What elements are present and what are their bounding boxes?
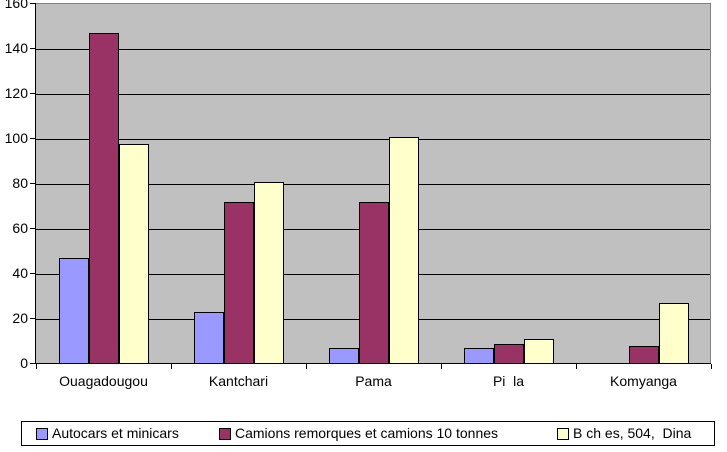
legend-item: Camions remorques et camions 10 tonnes xyxy=(219,422,498,445)
bar xyxy=(493,343,524,364)
y-tick-label: 20 xyxy=(12,310,28,326)
y-tick-label: 0 xyxy=(20,355,28,371)
bar xyxy=(523,339,554,364)
y-tick xyxy=(30,138,36,139)
gridline xyxy=(36,139,710,140)
y-tick-label: 120 xyxy=(4,85,28,101)
bar xyxy=(388,136,419,364)
bar xyxy=(658,303,689,364)
category-label: Kantchari xyxy=(208,373,269,389)
y-tick xyxy=(30,318,36,319)
plot-area xyxy=(36,3,711,364)
x-tick xyxy=(171,364,172,369)
x-axis-line xyxy=(35,363,711,364)
bar xyxy=(253,181,284,364)
legend-label: Autocars et minicars xyxy=(52,425,179,441)
legend-label: B ch es, 504, Dina xyxy=(573,425,692,441)
x-tick xyxy=(711,364,712,369)
y-tick-label: 40 xyxy=(12,265,28,281)
bar xyxy=(628,346,659,364)
legend-label: Camions remorques et camions 10 tonnes xyxy=(235,425,499,441)
legend-swatch xyxy=(219,427,231,440)
x-tick xyxy=(441,364,442,369)
gridline xyxy=(36,184,710,185)
y-tick xyxy=(30,93,36,94)
legend: Autocars et minicars Camions remorques et… xyxy=(21,421,715,446)
x-tick xyxy=(36,364,37,369)
legend-swatch xyxy=(557,427,569,440)
gridline xyxy=(36,49,710,50)
category-label: Ouagadougou xyxy=(59,373,148,389)
bar xyxy=(88,33,119,364)
bar xyxy=(58,258,89,364)
y-tick xyxy=(30,183,36,184)
y-tick xyxy=(30,48,36,49)
bar xyxy=(223,202,254,364)
bar xyxy=(358,202,389,364)
y-tick-label: 160 xyxy=(4,0,28,11)
y-tick-label: 80 xyxy=(12,175,28,191)
gridline xyxy=(36,94,710,95)
bar xyxy=(118,143,149,364)
y-tick xyxy=(30,363,36,364)
y-tick-label: 140 xyxy=(4,40,28,56)
bar xyxy=(328,348,359,364)
x-tick xyxy=(306,364,307,369)
y-tick-label: 60 xyxy=(12,220,28,236)
legend-item: B ch es, 504, Dina xyxy=(557,422,691,445)
y-tick-label: 100 xyxy=(4,130,28,146)
legend-item: Autocars et minicars xyxy=(36,422,179,445)
legend-swatch xyxy=(36,427,48,440)
x-tick xyxy=(576,364,577,369)
category-label: Pi la xyxy=(492,373,525,389)
bar xyxy=(463,348,494,364)
y-tick xyxy=(30,273,36,274)
y-tick xyxy=(30,228,36,229)
category-label: Komyanga xyxy=(610,373,677,389)
bar xyxy=(193,312,224,364)
y-tick xyxy=(30,3,36,4)
category-label: Pama xyxy=(355,373,392,389)
